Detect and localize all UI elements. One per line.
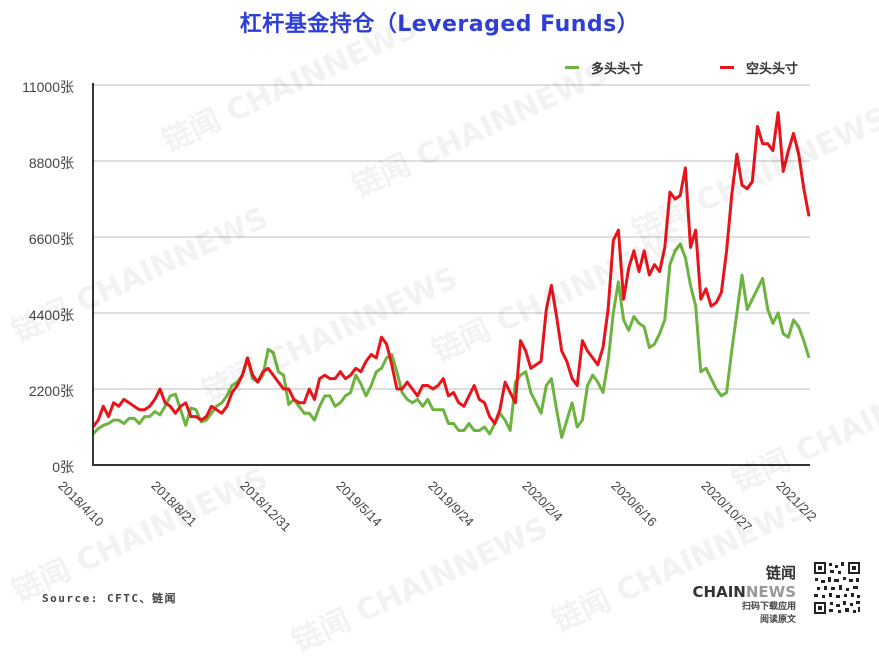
y-tick-label: 11000张 [22,79,74,95]
series-short-line [91,111,811,428]
brand-block: 链闻 CHAINNEWS 扫码下载应用 阅读原文 [660,562,796,627]
brand-read-text: 阅读原文 [759,615,796,625]
gridlines [93,84,810,390]
y-tick-label: 4400张 [28,307,74,323]
legend-swatch-short [720,66,734,69]
source-note: Source: CFTC、链闻 [42,592,177,605]
brand-download-text: 扫码下载应用 [741,602,796,612]
y-tick-label: 8800张 [28,155,74,171]
chart-title: 杠杆基金持仓（Leveraged Funds） [239,12,640,37]
brand-name-news: NEWS [745,583,796,601]
y-tick-label: 2200张 [28,383,74,399]
brand-name-main: 链闻 CHAIN [692,564,796,601]
y-tick-label: 0张 [52,459,74,475]
brand-name: 链闻 CHAINNEWS [660,562,796,601]
qr-code-icon[interactable] [812,560,862,616]
legend-label-long: 多头头寸 [591,62,644,77]
series-long-line [91,242,811,439]
y-tick-label: 6600张 [28,231,74,247]
legend-item-short: 空头头寸 [720,58,798,77]
line-chart [91,83,811,466]
legend-label-short: 空头头寸 [746,62,799,77]
legend-item-long: 多头头寸 [565,58,643,77]
legend-swatch-long [565,66,579,69]
